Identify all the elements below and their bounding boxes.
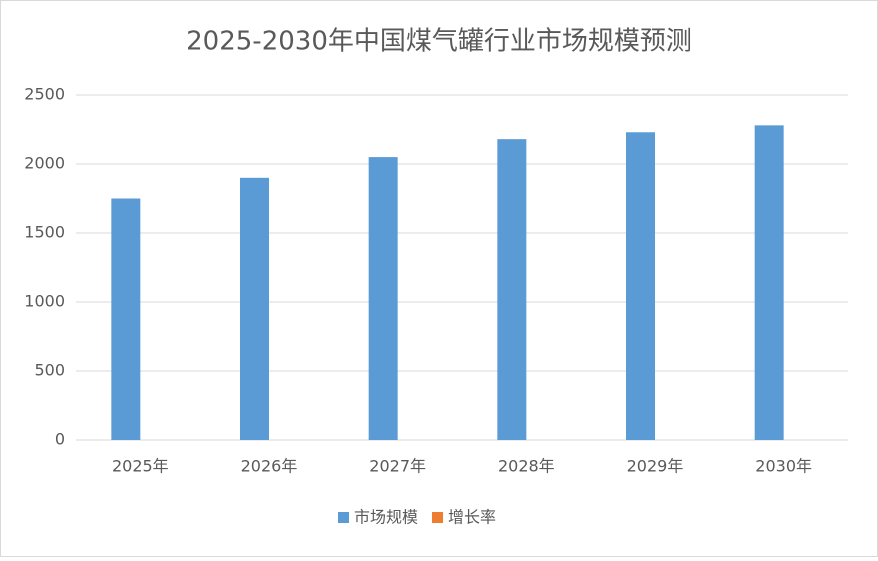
y-tick-label: 1000 [24, 292, 65, 311]
legend-label: 市场规模 [354, 508, 418, 527]
bar [111, 198, 141, 440]
y-tick-label: 0 [55, 430, 65, 449]
x-tick-label: 2025年 [112, 457, 169, 476]
bar [497, 139, 527, 440]
y-tick-label: 2500 [24, 85, 65, 104]
legend-swatch [432, 512, 444, 523]
y-tick-label: 2000 [24, 154, 65, 173]
x-tick-label: 2026年 [241, 457, 298, 476]
bar [240, 177, 269, 441]
y-tick-label: 1500 [24, 223, 65, 242]
bar [754, 125, 784, 441]
legend-swatch [338, 512, 349, 523]
bar [368, 157, 398, 440]
x-tick-label: 2030年 [755, 457, 812, 476]
chart-title: 2025-2030年中国煤气罐行业市场规模预测 [186, 27, 692, 57]
x-tick-label: 2028年 [498, 457, 555, 476]
x-tick-label: 2029年 [627, 457, 684, 476]
bar [626, 132, 655, 440]
legend-label: 增长率 [448, 508, 496, 527]
x-tick-label: 2027年 [369, 457, 426, 476]
y-tick-label: 500 [34, 361, 65, 380]
